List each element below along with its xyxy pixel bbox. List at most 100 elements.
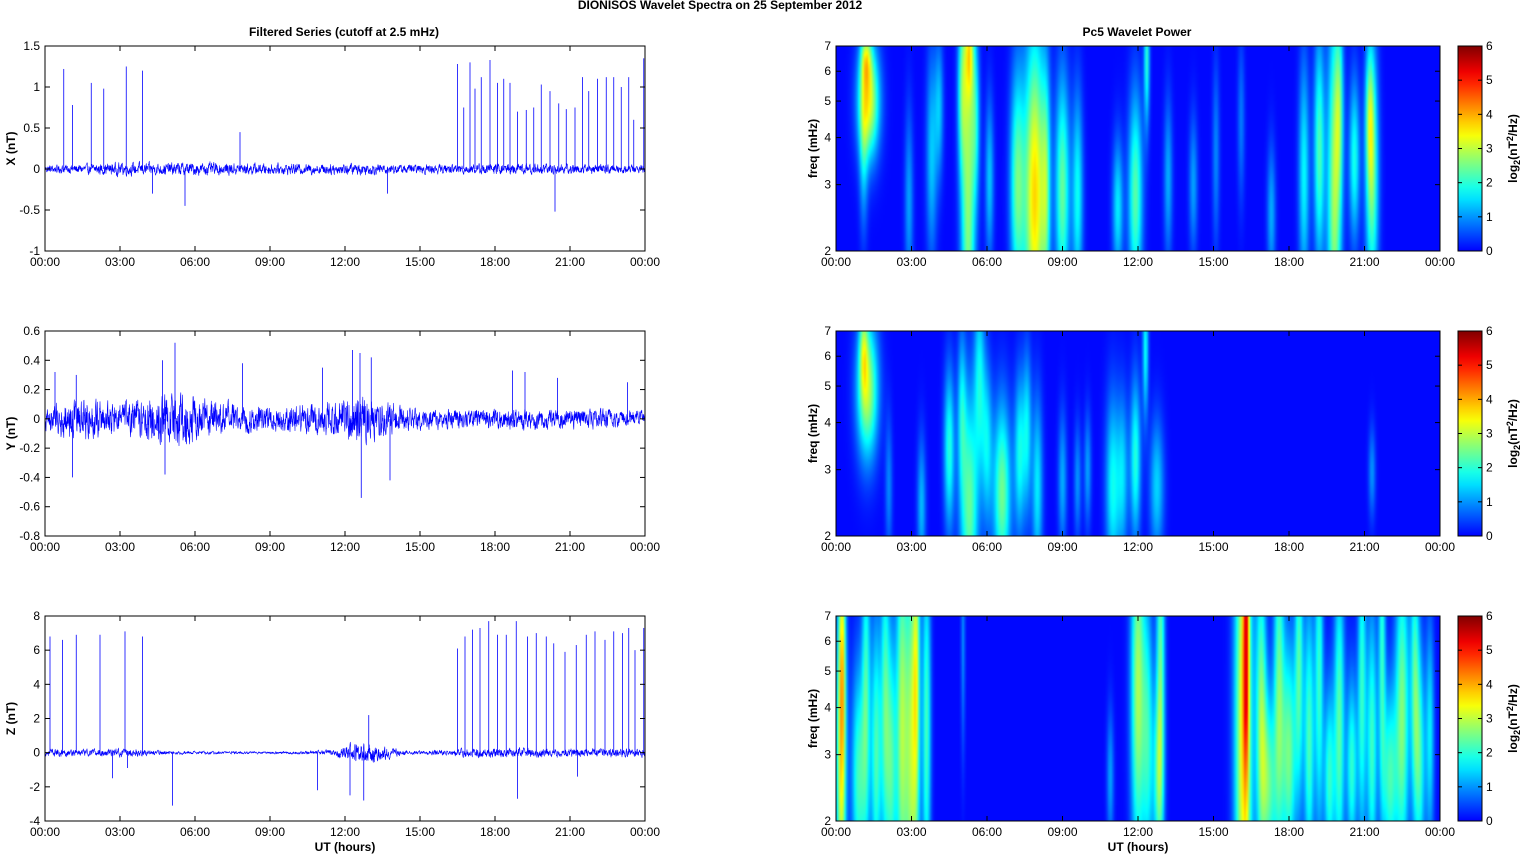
x-tick-label: 15:00 [405,825,435,839]
colorbar-tick-label: 0 [1486,529,1493,543]
y-tick-label: 7 [824,609,831,623]
x-tick-label: 12:00 [1123,540,1153,554]
x-tick-label: 18:00 [1274,540,1304,554]
y-tick-label: 0.4 [23,353,40,367]
colorbar-tick-label: 6 [1486,324,1493,338]
x-tick-label: 06:00 [972,540,1002,554]
colorbar-tick-label: 0 [1486,814,1493,828]
x-tick-label: 21:00 [1349,540,1379,554]
y-tick-label: 7 [824,39,831,53]
x-tick-label: 06:00 [180,825,210,839]
y-tick-label: 1.5 [23,39,40,53]
x-tick-label: 00:00 [630,540,660,554]
wavelet-heatmap [836,616,1440,821]
colorbar-label-part: 2 [1512,160,1521,165]
x-tick-label: 09:00 [255,255,285,269]
y-tick-label: -0.4 [19,470,40,484]
z-filtered-series-panel: 00:00 03:00 06:00 09:00 12:00 15:00 18:00 21:00… [4,609,660,854]
y-tick-label: 4 [33,677,40,691]
y-axis-label: freq (mHz) [806,404,820,463]
colorbar-tick-label: 6 [1486,39,1493,53]
y-tick-label: 5 [824,94,831,108]
y-tick-label: 0 [33,162,40,176]
axes-frame [44,615,646,822]
colorbar-label-part: log [1506,165,1520,183]
colorbar-tick-label: 3 [1486,142,1493,156]
x-tick-label: 03:00 [105,825,135,839]
colorbar-label: log2(nT2/Hz) [1505,399,1521,468]
y-tick-label: -0.8 [19,529,40,543]
colorbar-tick-label: 4 [1486,107,1493,121]
x-tick-label: 21:00 [555,255,585,269]
axes-frame [835,45,1441,252]
x-tick-label: 12:00 [1123,255,1153,269]
x-tick-label: 18:00 [480,825,510,839]
plot-background [45,616,645,821]
axes-frame [835,615,1441,822]
x-axis-label: UT (hours) [1108,840,1169,854]
x-tick-label: 21:00 [1349,255,1379,269]
x-tick-label: 00:00 [1425,825,1455,839]
x-tick-label: 03:00 [896,825,926,839]
x-tick-label: 09:00 [1047,255,1077,269]
y-tick-label: 5 [824,664,831,678]
left-column-title: Filtered Series (cutoff at 2.5 mHz) [249,25,439,39]
y-tick-label: 0.5 [23,121,40,135]
wavelet-heatmap [836,331,1440,536]
x-tick-label: 15:00 [1198,540,1228,554]
y-tick-label: 0.2 [23,383,40,397]
y-tick-label: 0.6 [23,324,40,338]
x-tick-label: 00:00 [30,540,60,554]
colorbar-label: log2(nT2/Hz) [1505,684,1521,753]
axes-frame [44,330,646,537]
plot-background [45,46,645,251]
x-wavelet-power-panel: 00:00 03:00 06:00 09:00 12:00 15:00 18:00 21:00… [806,39,1521,269]
y-tick-label: -0.6 [19,500,40,514]
colorbar-label-part: (nT [1506,141,1520,160]
x-tick-label: 00:00 [630,825,660,839]
colorbar-tick-label: 2 [1486,176,1493,190]
plot-background [45,331,645,536]
y-tick-label: 0 [33,746,40,760]
y-axis-label: freq (mHz) [806,119,820,178]
colorbar-label-part: log [1506,450,1520,468]
x-tick-label: 03:00 [896,540,926,554]
x-tick-label: 00:00 [821,255,851,269]
x-tick-label: 00:00 [821,825,851,839]
series-line [44,160,646,178]
series-line [44,392,646,446]
y-tick-label: 2 [824,529,831,543]
x-tick-label: 21:00 [1349,825,1379,839]
colorbar-label-part: 2 [1505,421,1515,426]
x-tick-label: 03:00 [105,540,135,554]
y-wavelet-power-panel: 00:00 03:00 06:00 09:00 12:00 15:00 18:00 21:00… [806,324,1521,554]
colorbar-tick-label: 6 [1486,609,1493,623]
y-axis-label: Z (nT) [4,702,18,735]
x-tick-label: 06:00 [180,540,210,554]
right-column-title: Pc5 Wavelet Power [1083,25,1192,39]
y-tick-label: 4 [824,701,831,715]
y-tick-label: 6 [824,64,831,78]
colorbar-label-part: /Hz) [1506,399,1520,421]
x-tick-label: 00:00 [630,255,660,269]
y-tick-label: 0 [33,412,40,426]
colorbar-label-part: /Hz) [1506,114,1520,136]
x-tick-label: 15:00 [1198,825,1228,839]
figure-title: DIONISOS Wavelet Spectra on 25 September… [578,0,863,12]
x-tick-label: 18:00 [1274,255,1304,269]
x-tick-label: 09:00 [255,540,285,554]
colorbar-label-part: 2 [1512,445,1521,450]
y-tick-label: -1 [29,244,40,258]
y-tick-label: -2 [29,780,40,794]
colorbar-tick-label: 4 [1486,392,1493,406]
x-tick-label: 15:00 [1198,255,1228,269]
colorbar-tick-label: 1 [1486,495,1493,509]
x-tick-label: 06:00 [180,255,210,269]
x-tick-label: 21:00 [555,825,585,839]
y-tick-label: 4 [824,416,831,430]
x-tick-label: 09:00 [1047,540,1077,554]
colorbar-label-part: (nT [1506,426,1520,445]
x-tick-label: 06:00 [972,255,1002,269]
x-tick-label: 00:00 [821,540,851,554]
